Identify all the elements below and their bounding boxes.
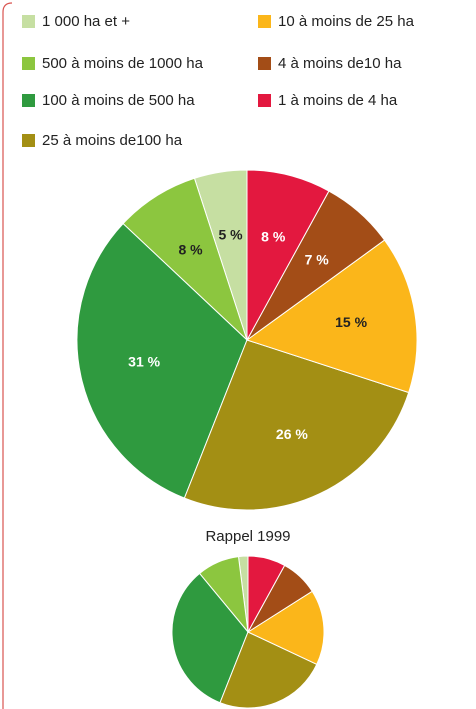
pie-slice [246, 590, 325, 666]
legend-label: 25 à moins de100 ha [42, 132, 183, 149]
legend-label: 4 à moins de10 ha [278, 55, 402, 72]
legend-swatch [258, 94, 271, 107]
pie-slice [247, 555, 286, 633]
legend-swatch [258, 15, 271, 28]
data-label: 31 % [128, 354, 160, 370]
legend-swatch [22, 134, 35, 147]
pie-slice [245, 239, 418, 394]
legend-label: 1 à moins de 4 ha [278, 92, 398, 109]
legend-label: 500 à moins de 1000 ha [42, 55, 204, 72]
legend-swatch [22, 15, 35, 28]
chart-title: Rappel 1999 [205, 528, 290, 545]
pie-slice [183, 339, 410, 511]
data-label: 5 % [218, 227, 243, 243]
data-label: 8 % [178, 242, 203, 258]
pie-slice [219, 631, 318, 709]
frame-border [2, 2, 13, 709]
pie-slice [76, 222, 248, 499]
data-label: 8 % [261, 229, 286, 245]
legend-label: 100 à moins de 500 ha [42, 92, 195, 109]
pie-slice [246, 169, 330, 341]
legend-label: 10 à moins de 25 ha [278, 13, 415, 30]
legend-swatch [22, 94, 35, 107]
data-label: 15 % [335, 314, 367, 330]
data-label: 7 % [305, 252, 330, 268]
legend-swatch [22, 57, 35, 70]
legend-label: 1 000 ha et + [42, 13, 130, 30]
legend-swatch [258, 57, 271, 70]
pie-slice [171, 572, 249, 704]
data-label: 26 % [276, 426, 308, 442]
